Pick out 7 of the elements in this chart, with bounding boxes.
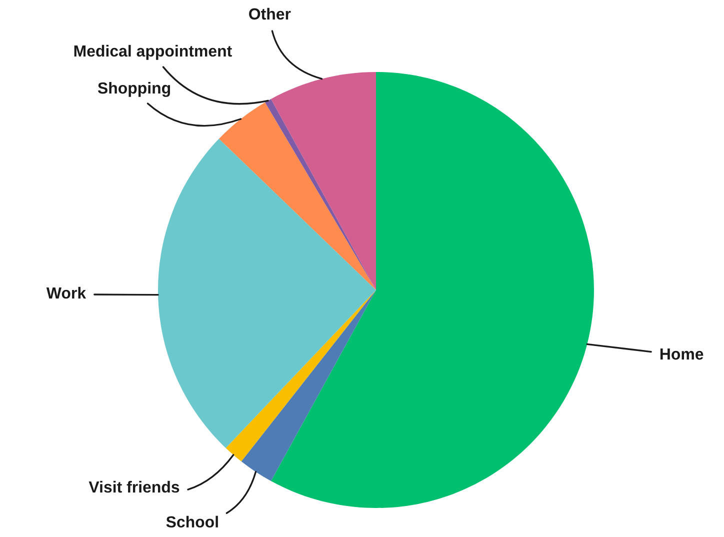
slice-label: School [166,516,218,528]
slice-label: Work [46,286,86,299]
slice-label: Home [660,348,704,360]
slice-label: Visit friends [88,480,180,493]
slice-label: Shopping [98,82,170,97]
slice-label: Medical appointment [74,44,232,60]
slice-label: Other [249,8,291,20]
